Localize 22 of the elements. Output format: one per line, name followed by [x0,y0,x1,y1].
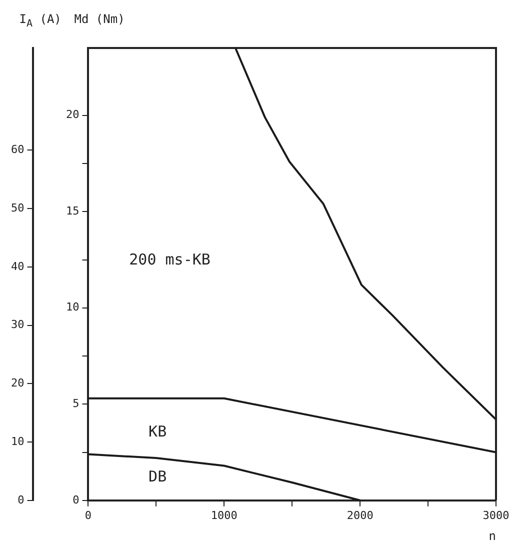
x-tick-label: 3000 [482,508,510,522]
y-tick-label: 0 [72,493,80,506]
x-tick-label: 2000 [346,508,374,522]
y-tick-label: 20 [66,108,80,122]
y-tick-label: 15 [66,204,80,218]
y2-tick-label: 40 [10,260,24,273]
y2-tick-label: 60 [10,143,24,156]
y2-tick-label: 10 [10,434,24,448]
x-tick-label: 0 [84,508,92,522]
annotation: KB [148,422,167,440]
y-tick-label: 5 [72,397,80,410]
x-axis-title: n [488,528,496,543]
y2-tick-label: 0 [18,493,24,506]
y-axis-title: Md (Nm) [74,12,125,26]
y-tick-label: 10 [66,300,80,314]
x-tick-label: 1000 [210,508,238,522]
y2-tick-label: 30 [10,318,24,332]
y2-tick-label: 20 [10,376,24,390]
y2-axis-title: I$_{A}$ (A) [19,12,62,30]
annotation: DB [148,468,167,486]
annotation: 200 ms-KB [129,250,210,269]
y2-tick-label: 50 [10,201,24,214]
